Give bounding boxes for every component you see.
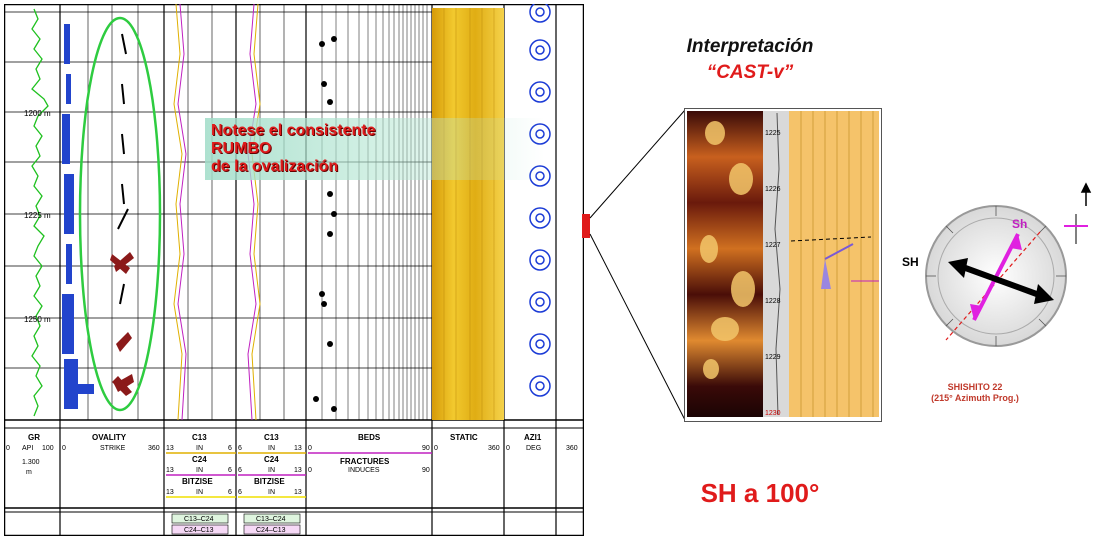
track-range-max-beds: 90 [422, 445, 430, 452]
c24-right-min: 6 [238, 467, 242, 474]
bitsize-left-unit: IN [196, 489, 203, 496]
bitsize-right-max: 13 [294, 489, 302, 496]
fractures-min: 0 [308, 467, 312, 474]
bitsize-right-name: BITZISE [254, 477, 285, 486]
depth-label: 1200 m [24, 109, 51, 118]
cast-depth-mark: 1228 [765, 298, 781, 305]
bitsize-right-unit: IN [268, 489, 275, 496]
stress-compass: Sh SH [902, 182, 1092, 347]
track-unit-gr: API [22, 445, 33, 452]
track-range-min-static: 0 [434, 445, 438, 452]
sh-result: SH a 100° [700, 478, 820, 508]
track-range-min-gr: 0 [6, 445, 10, 452]
cast-depth-mark: 1230 [765, 410, 781, 417]
track-name-c13-left: C13 [192, 433, 207, 442]
track-name-ovality: OVALITY [92, 433, 127, 442]
zoom-connector [582, 109, 686, 421]
strike-ellipse [78, 16, 162, 412]
track-range-max-c13-right: 13 [294, 445, 302, 452]
cast-image-panel: 1225 1226 1227 1228 1229 1230 [684, 108, 882, 422]
interpretation-subtitle: “CAST-v” [706, 62, 794, 83]
track-range-min-c13-right: 6 [238, 445, 242, 452]
track-name-beds: BEDS [358, 433, 381, 442]
cast-depth-mark: 1227 [765, 242, 781, 249]
bitsize-left-name: BITZISE [182, 477, 213, 486]
bitsize-left-max: 6 [228, 489, 232, 496]
note-line: Notese el consistente [211, 122, 376, 139]
c24-right-max: 13 [294, 467, 302, 474]
track-range-max-gr: 100 [42, 445, 54, 452]
c24-left-max: 6 [228, 467, 232, 474]
bitsize-right-min: 6 [238, 489, 242, 496]
fill-label-right-2: C24–C13 [256, 527, 286, 534]
SH-direction-icon [958, 263, 1044, 299]
track-unit-c13-left: IN [196, 445, 203, 452]
note-line: de la ovalización [211, 158, 339, 175]
track-unit-c13-right: IN [268, 445, 275, 452]
well-caption: SHISHITO 22 (215° Azimuth Prog.) [905, 382, 1045, 404]
note-callout: Notese el consistente RUMBO de la ovaliz… [205, 118, 545, 180]
track-range-max-azi1: 360 [566, 445, 578, 452]
well-caption-line: SHISHITO 22 [947, 382, 1003, 392]
track-name-azi1: AZI1 [524, 433, 542, 442]
static-image-track [432, 8, 504, 420]
gr-extra-1: 1.300 [22, 459, 40, 466]
track-range-min-ovality: 0 [62, 445, 66, 452]
c24-left-min: 13 [166, 467, 174, 474]
track-range-min-azi1: 0 [506, 445, 510, 452]
track-unit-azi1: DEG [526, 445, 541, 452]
north-arrow-icon [1080, 182, 1092, 206]
well-log-panel: 1200 m 1225 m 1250 m GR 0 API 100 1.300 … [4, 4, 584, 536]
fractures-name: FRACTURES [340, 457, 390, 466]
fractures-unit: INDUCES [348, 467, 380, 474]
cast-depth-mark: 1225 [765, 130, 781, 137]
fractures-max: 90 [422, 467, 430, 474]
fill-label-right-1: C13–C24 [256, 516, 286, 523]
SH-label: SH [902, 255, 919, 269]
depth-label: 1250 m [24, 315, 51, 324]
gr-curve [31, 8, 49, 417]
track-range-min-beds: 0 [308, 445, 312, 452]
c24-left-unit: IN [196, 467, 203, 474]
bitsize-left-min: 13 [166, 489, 174, 496]
fill-label-left-1: C13–C24 [184, 516, 214, 523]
track-unit-ovality: STRIKE [100, 445, 126, 452]
ovality-markers [117, 33, 129, 305]
c24-right-unit: IN [268, 467, 275, 474]
track-range-max-static: 360 [488, 445, 500, 452]
track-name-gr: GR [28, 433, 40, 442]
track-name-c13-right: C13 [264, 433, 279, 442]
c24-right-name: C24 [264, 455, 279, 464]
c24-left-name: C24 [192, 455, 207, 464]
gr-extra-2: m [26, 469, 32, 476]
cast-depth-mark: 1226 [765, 186, 781, 193]
well-caption-line: (215° Azimuth Prog.) [931, 393, 1019, 403]
axis-cross-icon [1064, 214, 1088, 244]
ovality-scatter [62, 24, 94, 409]
interpretation-title: Interpretación [686, 36, 814, 57]
fill-label-left-2: C24–C13 [184, 527, 214, 534]
track-name-static: STATIC [450, 433, 478, 442]
note-line: RUMBO [211, 140, 272, 157]
track-range-min-c13-left: 13 [166, 445, 174, 452]
track-range-max-c13-left: 6 [228, 445, 232, 452]
cast-depth-mark: 1229 [765, 354, 781, 361]
sh-label: Sh [1012, 217, 1027, 231]
track-range-max-ovality: 360 [148, 445, 160, 452]
depth-label: 1225 m [24, 211, 51, 220]
